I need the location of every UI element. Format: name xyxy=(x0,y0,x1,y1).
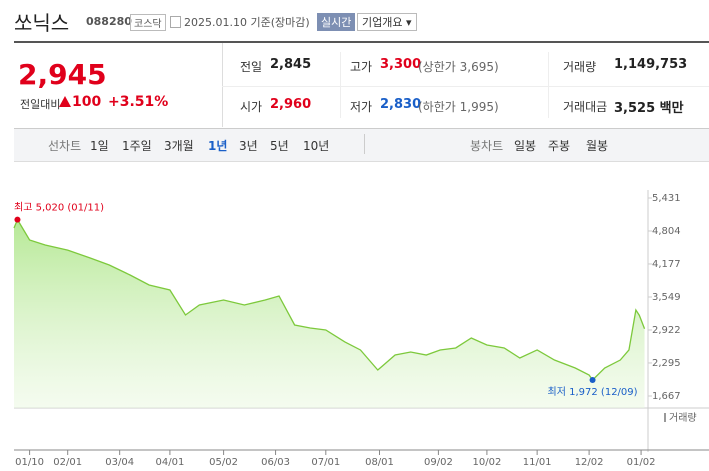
y-tick-label: 1,667 xyxy=(652,391,681,402)
volume-label: 거래량 xyxy=(669,412,697,424)
candle-tab[interactable]: 일봉 xyxy=(514,139,537,153)
y-tick-label: 3,549 xyxy=(652,292,681,303)
x-tick-label: 11/01 xyxy=(523,457,552,468)
candle-chart-label: 봉차트 xyxy=(470,139,504,153)
price-area xyxy=(14,219,645,408)
period-tab[interactable]: 1일 xyxy=(90,139,109,153)
divider xyxy=(364,134,365,154)
header-rule xyxy=(14,41,709,43)
divider xyxy=(222,86,709,87)
x-tick-label: 07/01 xyxy=(311,457,340,468)
quote-label: 거래량 xyxy=(563,60,597,74)
price-line xyxy=(13,218,646,381)
stock-name: 쏘닉스 xyxy=(14,11,70,35)
y-tick-label: 4,804 xyxy=(652,226,681,237)
quote-extra: (하한가 1,995) xyxy=(418,100,499,114)
period-tab[interactable]: 5년 xyxy=(270,139,289,153)
change-label: 전일대비 xyxy=(20,98,61,111)
dropdown-text: 기업개요 xyxy=(362,16,403,29)
quote-value: 3,525 백만 xyxy=(614,101,684,116)
x-tick-label: 01/10 xyxy=(15,457,44,468)
x-tick-label: 01/02 xyxy=(627,457,656,468)
candle-tab[interactable]: 주봉 xyxy=(548,139,571,153)
quote-label: 거래대금 xyxy=(563,100,608,114)
x-tick-label: 09/02 xyxy=(424,457,453,468)
period-tab[interactable]: 1주일 xyxy=(122,139,152,153)
y-tick-label: 2,295 xyxy=(652,358,681,369)
quote-extra: (상한가 3,695) xyxy=(418,60,499,74)
x-tick-label: 10/02 xyxy=(472,457,501,468)
up-arrow xyxy=(59,96,71,107)
x-tick-label: 08/01 xyxy=(365,457,394,468)
quote-value: 2,830 xyxy=(380,97,422,112)
change: 100 xyxy=(72,94,102,110)
x-tick-label: 06/03 xyxy=(261,457,290,468)
change-pct: +3.51% xyxy=(108,94,169,110)
x-tick-label: 12/02 xyxy=(575,457,604,468)
period-tab[interactable]: 3개월 xyxy=(164,139,194,153)
x-tick-label: 04/01 xyxy=(155,457,184,468)
line-chart-label: 선차트 xyxy=(48,139,82,153)
quote-label: 저가 xyxy=(350,100,373,114)
divider xyxy=(340,52,341,118)
divider xyxy=(222,43,223,127)
x-tick-label: 05/02 xyxy=(209,457,238,468)
candle-tab[interactable]: 월봉 xyxy=(586,139,609,153)
high-dot xyxy=(14,216,21,223)
quote-label: 고가 xyxy=(350,60,373,74)
period-tab[interactable]: 1년 xyxy=(208,139,228,153)
date: 2025.01.10 기준(장마감) xyxy=(184,16,310,29)
quote-value: 2,845 xyxy=(270,57,312,72)
realtime-button[interactable]: 실시간 xyxy=(317,13,356,31)
y-tick-label: 4,177 xyxy=(652,259,681,270)
y-tick-label: 2,922 xyxy=(652,325,681,336)
low-dot xyxy=(589,376,596,383)
x-tick-label: 02/01 xyxy=(53,457,82,468)
low-label: 최저 1,972 (12/09) xyxy=(548,386,638,398)
quote-value: 2,960 xyxy=(270,97,312,112)
quote-label: 전일 xyxy=(240,60,263,74)
x-tick-label: 03/04 xyxy=(105,457,134,468)
quote-label: 시가 xyxy=(240,100,263,114)
period-tab[interactable]: 10년 xyxy=(303,139,330,153)
high-label: 최고 5,020 (01/11) xyxy=(14,202,104,214)
period-tab[interactable]: 3년 xyxy=(239,139,258,153)
tab-bar xyxy=(14,128,709,162)
stock-code: 088280 xyxy=(86,15,132,28)
current-price: 2,945 xyxy=(18,58,107,91)
quote-value: 3,300 xyxy=(380,57,422,72)
company-dropdown[interactable]: 기업개요 ▾ xyxy=(357,13,417,31)
y-tick-label: 5,431 xyxy=(652,193,681,204)
market-badge: 코스닥 xyxy=(130,14,166,31)
divider xyxy=(548,52,549,118)
calendar-icon xyxy=(170,16,181,28)
quote-value: 1,149,753 xyxy=(614,57,688,72)
